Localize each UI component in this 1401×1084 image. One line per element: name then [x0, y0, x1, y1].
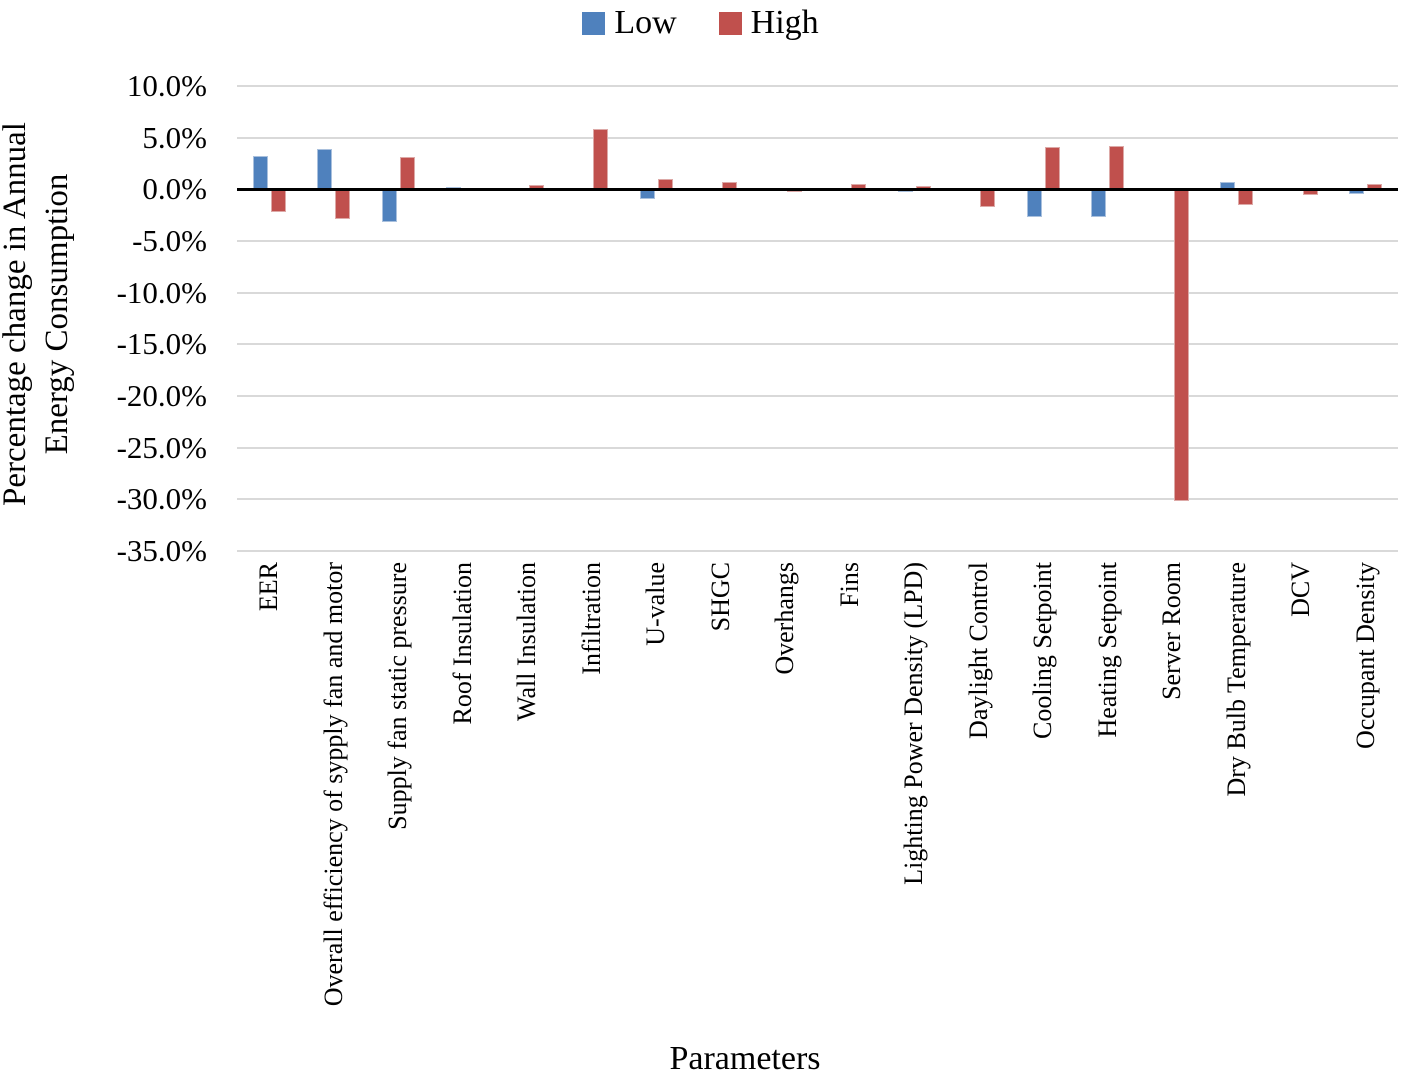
y-tick-label: -5.0% — [132, 223, 207, 258]
legend-item-low: Low — [582, 4, 677, 41]
x-category-label: Fins — [835, 562, 864, 607]
y-tick-label: -10.0% — [116, 275, 207, 310]
x-category-label: Heating Setpoint — [1093, 562, 1122, 738]
x-category-label: Daylight Control — [964, 562, 993, 739]
x-category-label: U-value — [641, 562, 670, 646]
y-tick-label: -25.0% — [116, 430, 207, 465]
legend-label: High — [750, 4, 819, 41]
bar-high-14 — [1109, 146, 1124, 189]
x-category-label: Lighting Power Density (LPD) — [899, 562, 928, 885]
legend-swatch-low — [582, 11, 606, 35]
x-category-label: DCV — [1286, 562, 1315, 617]
x-category-label: Cooling Setpoint — [1028, 562, 1057, 739]
y-tick-label: -15.0% — [116, 326, 207, 361]
x-axis-title: Parameters — [669, 1040, 821, 1077]
gridline — [237, 447, 1398, 449]
x-axis-line — [237, 188, 1398, 191]
legend-swatch-high — [718, 11, 742, 35]
bar-high-1 — [271, 189, 286, 212]
legend-label: Low — [614, 4, 677, 41]
y-tick-label: -35.0% — [116, 533, 207, 568]
gridline — [237, 85, 1398, 87]
gridline — [237, 498, 1398, 500]
bar-low-13 — [1027, 189, 1042, 217]
gridline — [237, 240, 1398, 242]
bar-high-13 — [1045, 147, 1060, 189]
bar-low-2 — [317, 149, 332, 189]
legend: Low High — [0, 6, 1401, 40]
bar-high-12 — [980, 189, 995, 207]
y-tick-label: -30.0% — [116, 481, 207, 516]
x-category-label: Server Room — [1157, 562, 1186, 700]
bar-high-15 — [1174, 189, 1189, 501]
bar-high-2 — [335, 189, 350, 219]
bar-low-14 — [1091, 189, 1106, 217]
bar-high-16 — [1238, 189, 1253, 205]
gridline — [237, 395, 1398, 397]
y-tick-label: 10.0% — [126, 68, 207, 103]
bar-high-6 — [593, 129, 608, 189]
x-category-label: EER — [254, 562, 283, 612]
gridline — [237, 343, 1398, 345]
gridline — [237, 550, 1398, 552]
gridline — [237, 137, 1398, 139]
x-category-label: Dry Bulb Temperature — [1222, 562, 1251, 797]
y-tick-label: 5.0% — [142, 120, 207, 155]
bar-low-3 — [382, 189, 397, 222]
legend-item-high: High — [718, 4, 819, 41]
bar-low-1 — [253, 156, 268, 189]
x-category-label: Roof Insulation — [448, 562, 477, 725]
x-category-label: Overhangs — [770, 562, 799, 675]
gridline — [237, 292, 1398, 294]
x-category-label: Overall efficiency of sypply fan and mot… — [319, 562, 348, 1007]
x-category-label: Supply fan static pressure — [383, 562, 412, 830]
y-tick-label: 0.0% — [142, 171, 207, 206]
x-category-label: Wall Insulation — [512, 562, 541, 721]
bar-high-3 — [400, 157, 415, 189]
y-tick-label: -20.0% — [116, 378, 207, 413]
x-category-label: SHGC — [706, 562, 735, 632]
x-category-label: Infiltration — [577, 562, 606, 675]
x-category-label: Occupant Density — [1351, 562, 1380, 750]
